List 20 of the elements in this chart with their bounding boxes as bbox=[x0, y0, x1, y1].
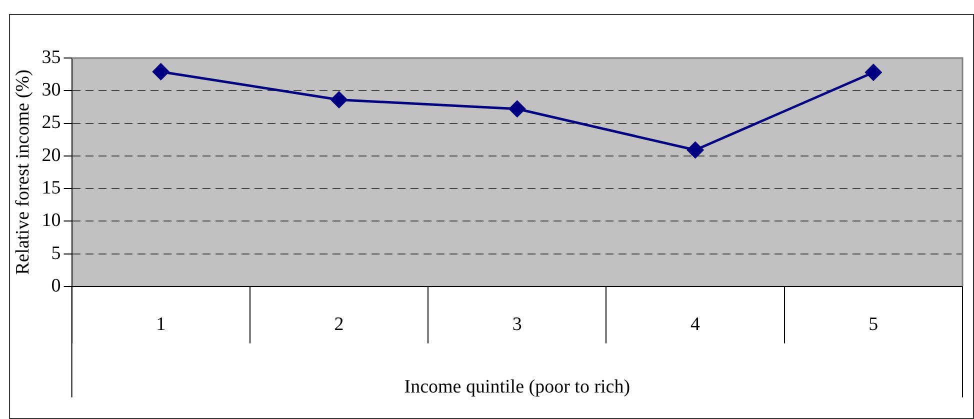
y-tick-label: 25 bbox=[42, 112, 61, 134]
y-tick-label: 10 bbox=[42, 210, 61, 232]
x-tick-label: 1 bbox=[156, 314, 166, 335]
point bbox=[508, 100, 526, 118]
y-tick-label: 35 bbox=[42, 46, 61, 68]
point bbox=[865, 64, 882, 81]
y-tick-label: 0 bbox=[51, 275, 61, 296]
y-axis-title: Relative forest income (%) bbox=[12, 70, 34, 275]
y-tick-label: 5 bbox=[51, 242, 61, 264]
x-tick-label: 4 bbox=[690, 314, 701, 335]
x-tick-label: 3 bbox=[512, 314, 522, 335]
y-tick-label: 30 bbox=[42, 80, 61, 101]
point bbox=[152, 63, 170, 80]
y-tick-label: 15 bbox=[42, 178, 61, 198]
x-tick-label: 5 bbox=[868, 314, 878, 335]
x-tick-label: 2 bbox=[334, 314, 344, 335]
y-tick-label: 20 bbox=[42, 144, 61, 166]
point bbox=[687, 142, 704, 158]
x-axis-title: Income quintile (poor to rich) bbox=[404, 376, 630, 398]
point bbox=[330, 92, 348, 108]
